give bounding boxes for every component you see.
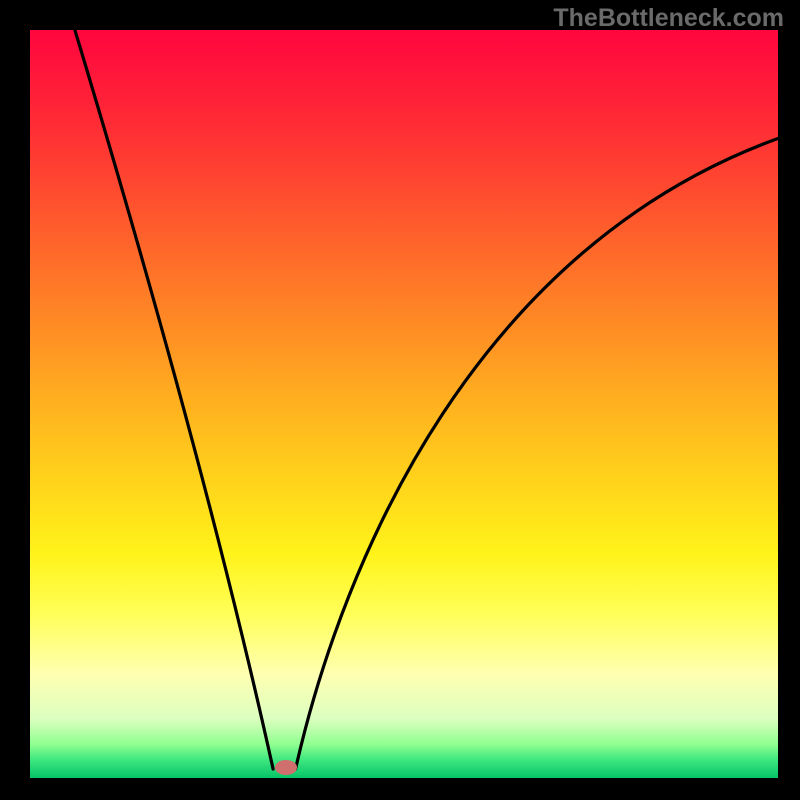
bottleneck-curve	[30, 30, 778, 778]
plot-area	[30, 30, 778, 778]
watermark-text: TheBottleneck.com	[553, 4, 784, 33]
chart-frame: TheBottleneck.com	[0, 0, 800, 800]
optimum-marker	[275, 760, 297, 775]
